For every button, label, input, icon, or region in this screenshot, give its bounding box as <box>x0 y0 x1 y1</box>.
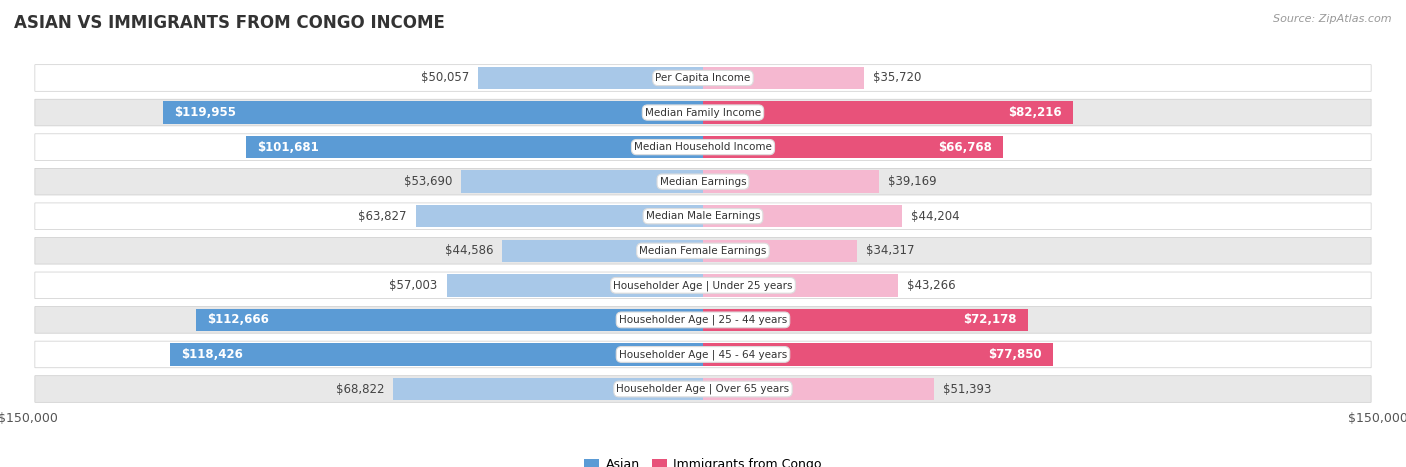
Text: $51,393: $51,393 <box>943 382 991 396</box>
FancyBboxPatch shape <box>35 272 1371 298</box>
Text: Median Family Income: Median Family Income <box>645 107 761 118</box>
FancyBboxPatch shape <box>703 274 897 297</box>
Text: Median Male Earnings: Median Male Earnings <box>645 211 761 221</box>
Text: $82,216: $82,216 <box>1008 106 1062 119</box>
Text: $50,057: $50,057 <box>420 71 468 85</box>
Text: Source: ZipAtlas.com: Source: ZipAtlas.com <box>1274 14 1392 24</box>
Text: Householder Age | 45 - 64 years: Householder Age | 45 - 64 years <box>619 349 787 360</box>
FancyBboxPatch shape <box>35 169 1371 195</box>
FancyBboxPatch shape <box>35 376 1371 402</box>
Text: Householder Age | Over 65 years: Householder Age | Over 65 years <box>616 384 790 394</box>
FancyBboxPatch shape <box>703 343 1053 366</box>
FancyBboxPatch shape <box>703 240 858 262</box>
Text: Householder Age | Under 25 years: Householder Age | Under 25 years <box>613 280 793 290</box>
FancyBboxPatch shape <box>35 203 1371 229</box>
FancyBboxPatch shape <box>170 343 703 366</box>
Text: $34,317: $34,317 <box>866 244 915 257</box>
Text: $66,768: $66,768 <box>938 141 993 154</box>
Text: $43,266: $43,266 <box>907 279 955 292</box>
Text: $68,822: $68,822 <box>336 382 384 396</box>
Text: Median Household Income: Median Household Income <box>634 142 772 152</box>
Text: $77,850: $77,850 <box>988 348 1042 361</box>
Text: $35,720: $35,720 <box>873 71 921 85</box>
FancyBboxPatch shape <box>35 307 1371 333</box>
Text: $44,204: $44,204 <box>911 210 959 223</box>
Text: $112,666: $112,666 <box>207 313 269 326</box>
FancyBboxPatch shape <box>35 134 1371 160</box>
FancyBboxPatch shape <box>447 274 703 297</box>
FancyBboxPatch shape <box>163 101 703 124</box>
FancyBboxPatch shape <box>35 65 1371 91</box>
Text: $39,169: $39,169 <box>889 175 936 188</box>
Text: $53,690: $53,690 <box>404 175 453 188</box>
Text: Householder Age | 25 - 44 years: Householder Age | 25 - 44 years <box>619 315 787 325</box>
Text: ASIAN VS IMMIGRANTS FROM CONGO INCOME: ASIAN VS IMMIGRANTS FROM CONGO INCOME <box>14 14 444 32</box>
FancyBboxPatch shape <box>703 101 1073 124</box>
FancyBboxPatch shape <box>394 378 703 400</box>
FancyBboxPatch shape <box>195 309 703 331</box>
Text: $118,426: $118,426 <box>181 348 243 361</box>
FancyBboxPatch shape <box>35 341 1371 368</box>
FancyBboxPatch shape <box>703 309 1028 331</box>
FancyBboxPatch shape <box>703 136 1004 158</box>
Text: $57,003: $57,003 <box>389 279 437 292</box>
FancyBboxPatch shape <box>246 136 703 158</box>
Text: $119,955: $119,955 <box>174 106 236 119</box>
Text: $63,827: $63,827 <box>359 210 406 223</box>
Text: $44,586: $44,586 <box>444 244 494 257</box>
Text: Per Capita Income: Per Capita Income <box>655 73 751 83</box>
FancyBboxPatch shape <box>703 170 879 193</box>
FancyBboxPatch shape <box>478 67 703 89</box>
Text: Median Female Earnings: Median Female Earnings <box>640 246 766 256</box>
FancyBboxPatch shape <box>703 67 863 89</box>
FancyBboxPatch shape <box>35 238 1371 264</box>
FancyBboxPatch shape <box>35 99 1371 126</box>
Text: Median Earnings: Median Earnings <box>659 177 747 187</box>
FancyBboxPatch shape <box>703 205 901 227</box>
Text: $101,681: $101,681 <box>257 141 319 154</box>
FancyBboxPatch shape <box>461 170 703 193</box>
Legend: Asian, Immigrants from Congo: Asian, Immigrants from Congo <box>579 453 827 467</box>
FancyBboxPatch shape <box>416 205 703 227</box>
FancyBboxPatch shape <box>502 240 703 262</box>
FancyBboxPatch shape <box>703 378 934 400</box>
Text: $72,178: $72,178 <box>963 313 1017 326</box>
